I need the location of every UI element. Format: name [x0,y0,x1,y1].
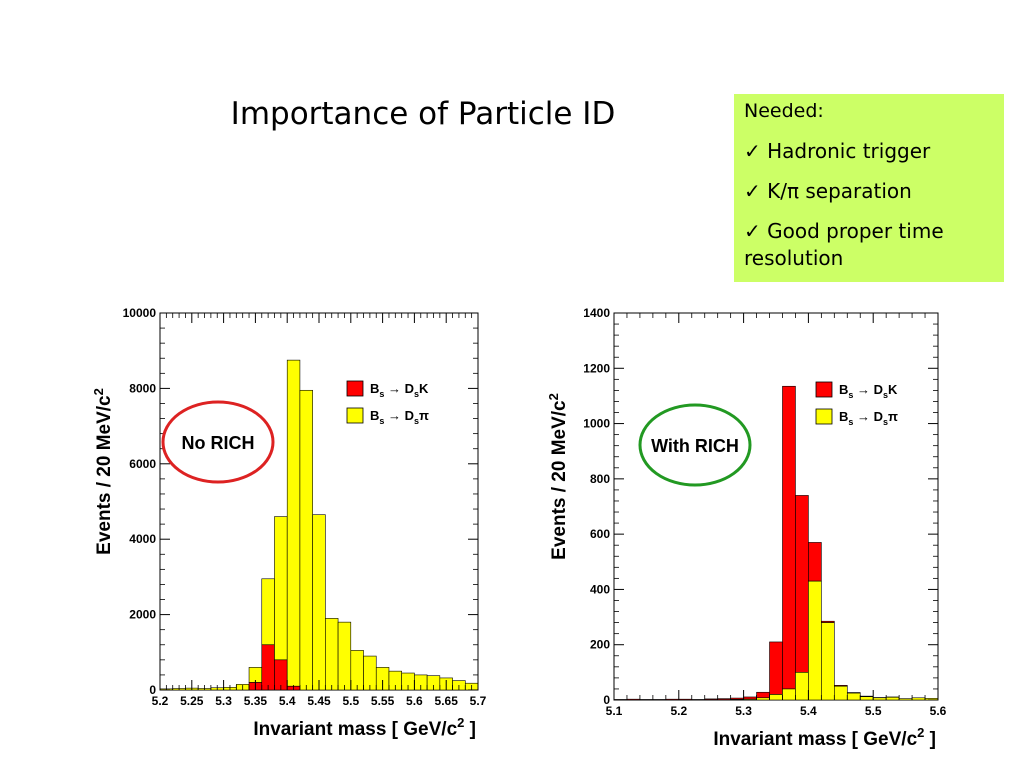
bar-dsk [769,641,783,695]
bar-dspi [846,692,861,701]
plot-frame [613,312,939,701]
x-tick-label: 5.7 [470,694,487,708]
x-tick-label: 5.2 [670,704,687,718]
x-tick-label: 5.35 [244,694,268,708]
bar-dsk [678,698,693,701]
bar-dsk [261,644,275,691]
y-tick-label: 800 [590,472,610,486]
legend-label: Bs → DsK [839,382,898,400]
y-tick-label: 10000 [123,306,157,320]
y-tick-label: 400 [590,582,610,596]
legend-label: Bs → Dsπ [370,408,429,426]
y-tick-label: 1000 [583,417,610,431]
bar-dsk [626,698,641,701]
x-tick-label: 5.2 [152,694,169,708]
bar-dspi [808,580,822,701]
chart-1: 0 200 400 600 800 1000 1200 1400 5.1 5.2 5.3 5.4 5.5… [546,306,947,750]
x-tick-label: 5.65 [435,694,459,708]
bar-dsk [782,385,796,690]
x-tick-label: 5.4 [800,704,817,718]
y-tick-label: 2000 [129,608,156,622]
y-tick-label: 0 [149,683,156,697]
bar-dsk [665,698,680,701]
x-tick-label: 5.3 [215,694,232,708]
y-tick-label: 8000 [129,381,156,395]
bar-dspi [911,697,926,701]
requirement-item: ✓ Hadronic trigger [744,139,931,163]
legend-swatch [346,380,364,397]
requirement-item: ✓ Good proper time resolution [744,219,944,270]
bar-dspi [743,698,757,701]
bar-dsk [756,691,770,699]
bar-dspi [859,696,874,701]
x-axis-label: Invariant mass [ GeV/c2 ] [253,715,476,740]
bar-dspi [872,697,887,701]
y-tick-label: 0 [603,693,610,707]
bar-dsk [691,699,706,701]
bar-dspi [261,578,275,646]
annotation-label: No RICH [182,433,255,453]
bar-dspi [312,514,326,691]
x-tick-label: 5.6 [930,704,947,718]
bar-dspi [350,650,364,691]
bar-dspi [898,698,913,701]
legend-swatch [346,407,364,424]
y-axis-label: Events / 20 MeV/c2 [546,393,570,560]
bar-dsk [639,699,654,701]
legend-label: Bs → DsK [370,381,429,399]
x-tick-label: 5.25 [180,694,204,708]
y-tick-label: 4000 [129,532,156,546]
x-tick-label: 5.45 [307,694,331,708]
bar-dspi [274,516,288,661]
x-tick-label: 5.5 [865,704,882,718]
annotation-label: With RICH [651,436,739,456]
bar-dspi [730,699,744,701]
legend-label: Bs → Dsπ [839,409,898,427]
x-tick-label: 5.55 [371,694,395,708]
y-tick-label: 200 [590,638,610,652]
x-tick-label: 5.6 [406,694,423,708]
y-tick-label: 600 [590,527,610,541]
x-tick-label: 5.4 [279,694,296,708]
slide-title: Importance of Particle ID [230,96,616,132]
bar-dspi [363,655,377,691]
bar-dspi [782,688,796,701]
bar-dsk [795,495,809,673]
requirements-box: Needed: ✓ Hadronic trigger ✓ K/π separat… [734,94,1004,282]
requirement-item: ✓ K/π separation [744,179,912,203]
x-tick-label: 5.3 [735,704,752,718]
bar-dspi [834,685,848,701]
x-axis-label: Invariant mass [ GeV/c2 ] [713,725,936,750]
bar-dsk [808,542,822,582]
y-axis-label: Events / 20 MeV/c2 [91,388,115,555]
bar-dspi [299,389,313,691]
bar-dsk [743,696,757,700]
annotation-ellipse [161,400,275,484]
x-tick-label: 5.5 [342,694,359,708]
bar-dspi [885,696,900,701]
requirements-heading: Needed: [744,100,824,122]
bar-dspi [795,672,809,701]
bar-dspi [337,621,352,691]
y-tick-label: 1200 [583,361,610,375]
legend-swatch [815,408,833,425]
bar-dsk [652,699,667,701]
bar-dspi [821,622,835,701]
legend-swatch [815,381,833,398]
annotation-ellipse [638,403,752,487]
y-tick-label: 6000 [129,457,156,471]
bar-dspi [325,618,339,691]
bar-dspi [756,697,770,701]
x-tick-label: 5.1 [606,704,623,718]
y-tick-label: 1400 [583,306,610,320]
bar-dspi [286,359,301,687]
bar-dspi [769,694,783,701]
